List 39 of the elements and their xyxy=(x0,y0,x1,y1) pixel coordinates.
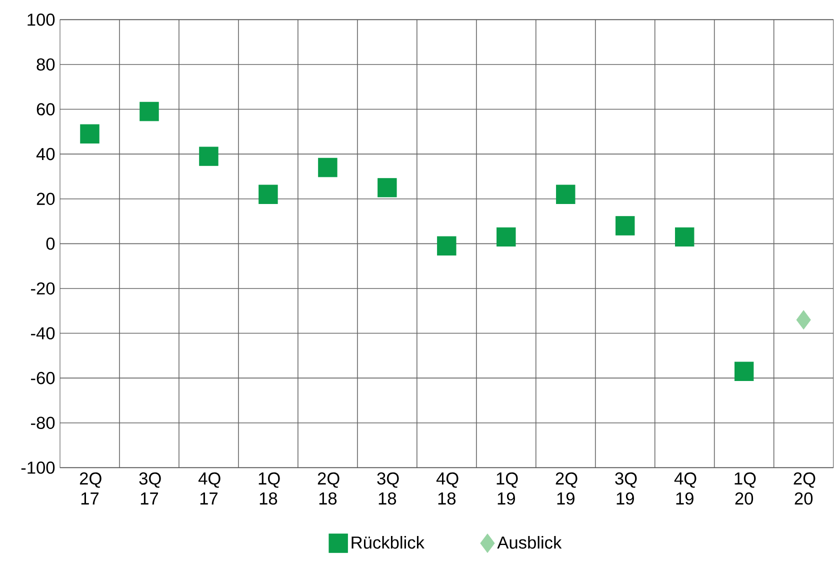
y-tick-label: 40 xyxy=(36,148,55,160)
x-tick-label: 1Q 20 xyxy=(734,472,756,505)
y-tick-label: 60 xyxy=(36,103,55,116)
x-tick-label: 2Q 19 xyxy=(556,472,578,505)
point xyxy=(616,216,635,236)
x-tick-label: 1Q 19 xyxy=(496,472,518,505)
y-tick-label: -60 xyxy=(31,372,55,384)
x-tick-label: 3Q 19 xyxy=(615,472,637,505)
y-tick-label: -100 xyxy=(21,462,55,474)
x-tick-label: 2Q 20 xyxy=(794,472,816,505)
y-tick-label: 100 xyxy=(28,14,55,26)
legend-label: Rückblick xyxy=(352,536,424,549)
x-tick-label: 4Q 17 xyxy=(198,472,220,504)
point xyxy=(437,236,456,256)
y-tick-label: -80 xyxy=(31,416,55,429)
point xyxy=(258,184,278,204)
point xyxy=(199,146,218,166)
point xyxy=(318,158,338,178)
point xyxy=(378,178,397,198)
x-tick-label: 1Q 18 xyxy=(258,472,280,505)
y-tick-label: -20 xyxy=(31,282,55,295)
point xyxy=(140,102,159,122)
x-tick-label: 3Q 17 xyxy=(139,472,161,504)
point xyxy=(675,227,694,247)
point xyxy=(796,310,811,330)
point xyxy=(556,184,576,204)
y-tick-label: 20 xyxy=(36,192,55,205)
legend-label: Ausblick xyxy=(497,536,562,549)
x-tick-label: 4Q 18 xyxy=(436,472,458,505)
y-tick-label: -40 xyxy=(31,327,55,340)
y-tick-label: 0 xyxy=(46,238,55,250)
point xyxy=(496,227,516,247)
x-tick-label: 3Q 18 xyxy=(377,472,399,505)
point xyxy=(80,124,100,144)
x-tick-label: 2Q 18 xyxy=(318,472,340,505)
x-tick-label: 2Q 17 xyxy=(80,472,102,504)
point xyxy=(734,362,754,381)
x-tick-label: 4Q 19 xyxy=(674,472,696,505)
y-tick-label: 80 xyxy=(36,58,55,71)
